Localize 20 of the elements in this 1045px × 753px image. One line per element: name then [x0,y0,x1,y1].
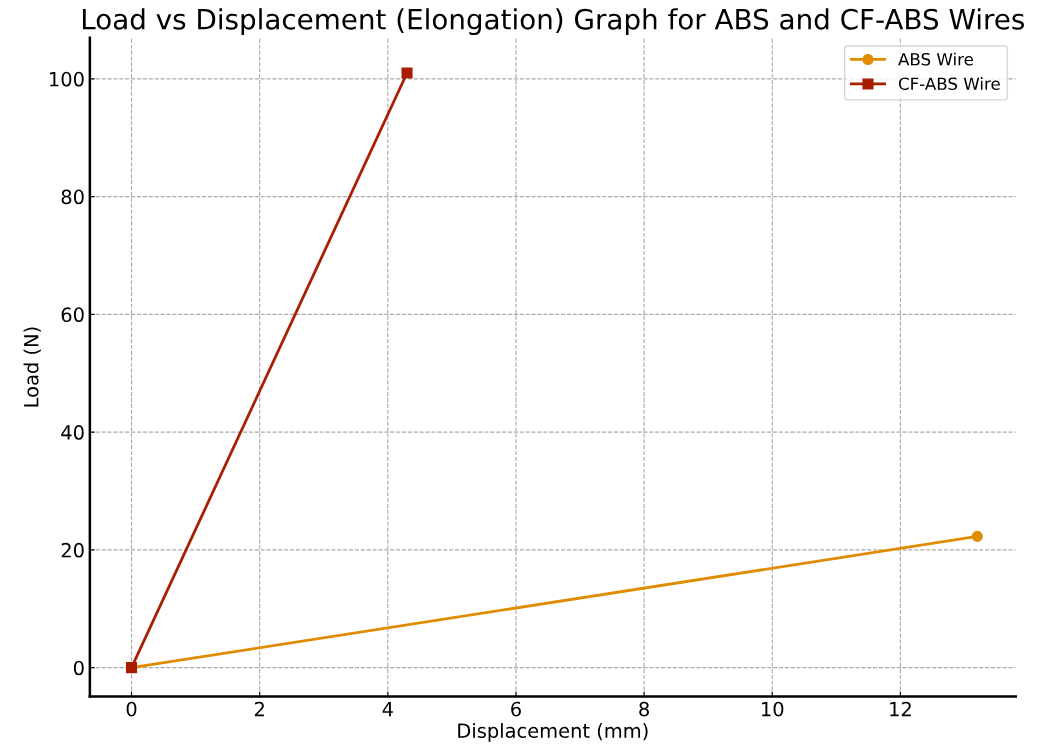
y-tick-label: 80 [61,189,84,205]
legend-label: CF-ABS Wire [898,77,1000,91]
legend-label: ABS Wire [898,52,973,66]
y-tick-label: 60 [61,307,84,323]
y-tick-label: 100 [50,71,84,87]
x-tick-label: 4 [382,701,393,717]
y-tick-label: 0 [73,660,84,676]
x-tick-label: 0 [126,701,137,717]
x-tick-label: 6 [511,701,521,717]
y-tick-label: 40 [61,425,84,440]
y-axis-title: Load (N) [23,327,41,407]
x-axis-title: Displacement (mm) [458,722,648,742]
x-tick-label: 10 [762,701,784,717]
point [401,67,413,79]
y-tick-label: 20 [61,542,84,558]
x-tick-label: 12 [890,701,911,717]
point [971,530,983,542]
chart-title: Load vs Displacement (Elongation) Graph for ABS and CF-ABS Wires [82,8,1025,36]
x-tick-label: 2 [254,701,264,717]
x-tick-label: 8 [639,701,649,717]
